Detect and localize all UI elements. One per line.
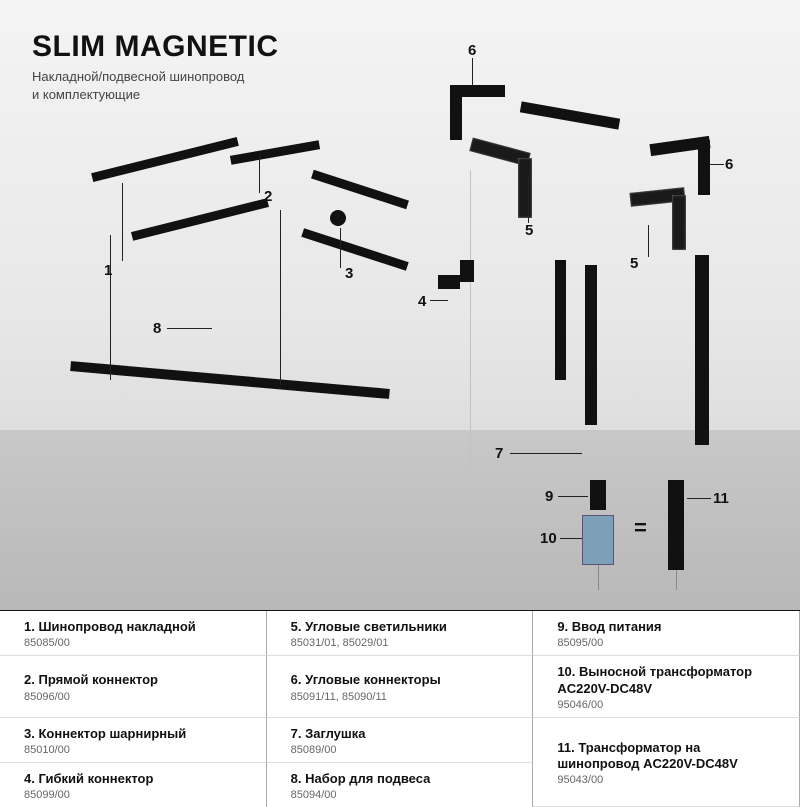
legend-item-11: 11. Трансформатор на шинопровод AC220V-D… — [533, 718, 800, 807]
callout-line — [259, 155, 260, 193]
flex-connector — [438, 275, 460, 289]
legend-title: 4. Гибкий коннектор — [24, 771, 250, 787]
callout-5: 5 — [525, 222, 533, 239]
legend-item-4: 4. Гибкий коннектор 85099/00 — [0, 763, 267, 807]
wall-seam — [470, 170, 471, 470]
legend-item-3: 3. Коннектор шарнирный 85010/00 — [0, 718, 267, 763]
legend-item-7: 7. Заглушка 85089/00 — [267, 718, 534, 763]
legend: 1. Шинопровод накладной 85085/00 2. Прям… — [0, 610, 800, 800]
page-title: SLIM MAGNETIC — [32, 30, 279, 64]
track-piece — [91, 137, 239, 182]
legend-code: 95046/00 — [557, 699, 783, 711]
track-piece — [230, 140, 320, 164]
subtitle-line: и комплектующие — [32, 87, 140, 102]
callout-line — [560, 538, 582, 539]
callout-line — [648, 225, 649, 257]
legend-code: 85089/00 — [291, 744, 517, 756]
legend-title: 7. Заглушка — [291, 726, 517, 742]
legend-title: 6. Угловые коннекторы — [291, 672, 517, 688]
corner-piece — [450, 85, 505, 97]
corner-light — [518, 158, 532, 218]
external-driver — [582, 515, 614, 565]
legend-code: 85091/11, 85090/11 — [291, 691, 517, 703]
legend-item-8: 8. Набор для подвеса 85094/00 — [267, 763, 534, 807]
callout-line — [558, 496, 588, 497]
subtitle-line: Накладной/подвесной шинопровод — [32, 69, 244, 84]
track-piece — [301, 228, 408, 271]
callout-10: 10 — [540, 530, 557, 547]
callout-8: 8 — [153, 320, 161, 337]
legend-title: 3. Коннектор шарнирный — [24, 726, 250, 742]
callout-line — [340, 228, 341, 268]
legend-item-10: 10. Выносной трансформатор AC220V-DC48V … — [533, 656, 800, 718]
track-driver — [668, 480, 684, 570]
track-piece — [520, 101, 620, 129]
legend-title: 2. Прямой коннектор — [24, 672, 250, 688]
pendant-bar — [70, 361, 390, 399]
legend-code: 85099/00 — [24, 789, 250, 801]
legend-code: 85094/00 — [291, 789, 517, 801]
hinge-connector — [330, 210, 346, 226]
callout-line — [167, 328, 212, 329]
legend-code: 95043/00 — [557, 774, 783, 786]
legend-item-1: 1. Шинопровод накладной 85085/00 — [0, 611, 267, 656]
legend-code: 85010/00 — [24, 744, 250, 756]
legend-code: 85085/00 — [24, 637, 250, 649]
wire — [676, 570, 677, 590]
track-piece — [131, 198, 269, 241]
wall-track — [585, 265, 597, 425]
callout-line — [687, 498, 711, 499]
legend-title: 10. Выносной трансформатор AC220V-DC48V — [557, 664, 783, 697]
legend-title: 5. Угловые светильники — [291, 619, 517, 635]
callout-4: 4 — [418, 293, 426, 310]
callout-line — [510, 453, 582, 454]
track-piece — [311, 170, 409, 209]
legend-item-2: 2. Прямой коннектор 85096/00 — [0, 656, 267, 718]
pendant-wire — [280, 210, 281, 385]
callout-9: 9 — [545, 488, 553, 505]
legend-item-9: 9. Ввод питания 85095/00 — [533, 611, 800, 656]
callout-line — [709, 164, 724, 165]
pendant-wire — [110, 235, 111, 380]
flex-connector — [460, 260, 474, 282]
wall-track — [695, 255, 709, 445]
legend-title: 8. Набор для подвеса — [291, 771, 517, 787]
wire — [598, 565, 599, 590]
callout-1: 1 — [104, 262, 112, 279]
callout-6b: 6 — [725, 156, 733, 173]
callout-line — [430, 300, 448, 301]
callout-2: 2 — [264, 188, 272, 205]
legend-title: 1. Шинопровод накладной — [24, 619, 250, 635]
legend-code: 85031/01, 85029/01 — [291, 637, 517, 649]
legend-title: 11. Трансформатор на шинопровод AC220V-D… — [557, 740, 783, 773]
page-subtitle: Накладной/подвесной шинопровод и комплек… — [32, 68, 244, 103]
legend-item-5: 5. Угловые светильники 85031/01, 85029/0… — [267, 611, 534, 656]
legend-title: 9. Ввод питания — [557, 619, 783, 635]
callout-line — [472, 58, 473, 86]
equals-sign: = — [634, 515, 647, 541]
legend-code: 85095/00 — [557, 637, 783, 649]
callout-11: 11 — [713, 490, 729, 507]
power-feed — [590, 480, 606, 510]
wall-track — [555, 260, 566, 380]
callout-6: 6 — [468, 42, 476, 59]
callout-7: 7 — [495, 445, 503, 462]
corner-light — [672, 195, 686, 250]
callout-line — [122, 183, 123, 261]
callout-3: 3 — [345, 265, 353, 282]
legend-item-6: 6. Угловые коннекторы 85091/11, 85090/11 — [267, 656, 534, 718]
corner-piece — [698, 140, 710, 195]
callout-5b: 5 — [630, 255, 638, 272]
callout-line — [528, 175, 529, 223]
legend-code: 85096/00 — [24, 691, 250, 703]
